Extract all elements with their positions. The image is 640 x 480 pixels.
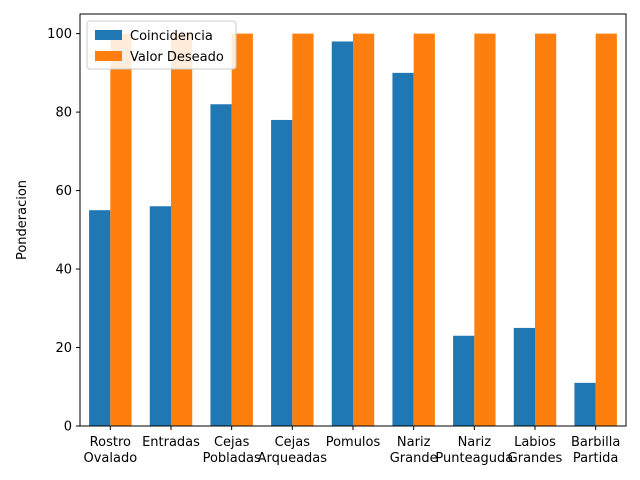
bar-valor-deseado-0 xyxy=(110,33,132,426)
x-tick-label: Nariz Punteaguda xyxy=(435,435,513,466)
x-tick-label: Entradas xyxy=(142,435,200,450)
x-tick-label-line: Labios xyxy=(514,435,556,450)
x-tick-label: Pomulos xyxy=(326,435,381,450)
y-tick-label: 100 xyxy=(47,27,72,42)
bar-valor-deseado-2 xyxy=(231,33,253,426)
y-tick-label: 60 xyxy=(55,184,72,199)
x-tick-label-line: Grande xyxy=(390,451,438,466)
bar-valor-deseado-5 xyxy=(413,33,435,426)
y-tick-label: 0 xyxy=(64,420,72,435)
x-tick-label-line: Punteaguda xyxy=(435,451,513,466)
bar-coincidencia-2 xyxy=(210,104,232,426)
x-tick-label-line: Cejas xyxy=(214,435,250,450)
bar-valor-deseado-1 xyxy=(171,33,193,426)
bar-coincidencia-6 xyxy=(453,335,475,426)
x-tick-label-line: Entradas xyxy=(142,435,200,450)
bar-valor-deseado-4 xyxy=(353,33,375,426)
x-tick-label-line: Nariz xyxy=(458,435,492,450)
legend-box xyxy=(86,20,237,70)
x-tick-label: Nariz Grande xyxy=(390,435,438,466)
x-tick-label: Cejas Arqueadas xyxy=(258,435,328,466)
bar-valor-deseado-6 xyxy=(474,33,496,426)
x-tick-label: Labios Grandes xyxy=(508,435,563,466)
bar-coincidencia-7 xyxy=(513,327,535,426)
x-tick-label-line: Nariz xyxy=(397,435,431,450)
legend-swatch-1 xyxy=(95,51,122,61)
bar-valor-deseado-7 xyxy=(535,33,557,426)
x-tick-label: Rostro Ovalado xyxy=(83,435,137,466)
bar-valor-deseado-3 xyxy=(292,33,314,426)
legend: Coincidencia Valor Deseado xyxy=(86,20,237,70)
y-tick-label: 20 xyxy=(55,341,72,356)
x-tick-label-line: Barbilla xyxy=(571,435,620,450)
x-tick-label-line: Partida xyxy=(573,451,619,466)
bar-coincidencia-8 xyxy=(574,382,596,426)
plot-frame xyxy=(79,13,627,427)
legend-label-0: Coincidencia xyxy=(130,29,213,44)
x-tick-label-line: Grandes xyxy=(508,451,563,466)
bar-coincidencia-3 xyxy=(271,119,293,426)
y-axis-label: Ponderacion xyxy=(15,180,30,260)
y-tick-label: 40 xyxy=(55,263,72,278)
bars-layer xyxy=(89,33,617,426)
x-tick-label-line: Arqueadas xyxy=(258,451,328,466)
bar-coincidencia-5 xyxy=(392,72,414,426)
legend-label-1: Valor Deseado xyxy=(130,50,224,65)
y-axis: 0 20 40 60 80 100 xyxy=(47,27,80,435)
bar-valor-deseado-8 xyxy=(595,33,617,426)
x-tick-label-line: Ovalado xyxy=(83,451,137,466)
x-tick-label-line: Pobladas xyxy=(203,451,261,466)
legend-swatch-0 xyxy=(95,30,122,40)
bar-coincidencia-4 xyxy=(331,41,353,426)
x-tick-label-line: Rostro xyxy=(90,435,131,450)
y-tick-label: 80 xyxy=(55,106,72,121)
bar-coincidencia-1 xyxy=(149,206,171,426)
x-tick-label: Barbilla Partida xyxy=(571,435,620,466)
x-tick-label-line: Cejas xyxy=(275,435,311,450)
x-tick-label-line: Pomulos xyxy=(326,435,381,450)
x-tick-label: Cejas Pobladas xyxy=(203,435,261,466)
bar-coincidencia-0 xyxy=(89,210,111,426)
